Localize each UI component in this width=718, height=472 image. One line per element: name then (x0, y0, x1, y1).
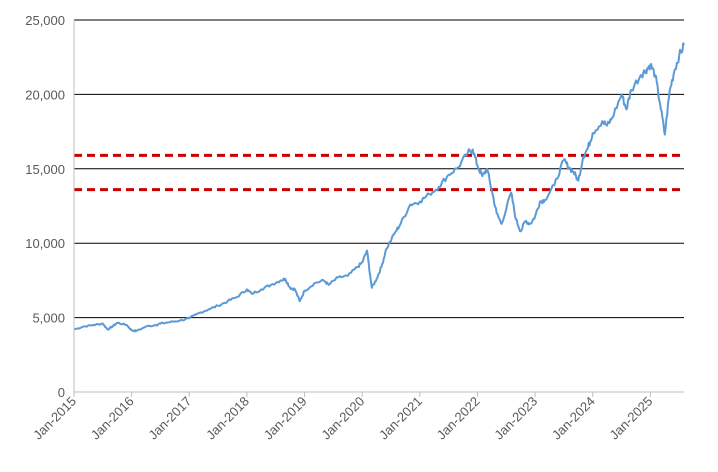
x-tick-label: Jan-2017 (145, 394, 194, 443)
x-tick-label: Jan-2016 (88, 394, 137, 443)
y-tick-label: 25,000 (25, 13, 65, 28)
y-tick-label: 20,000 (25, 87, 65, 102)
y-tick-label: 0 (58, 385, 65, 400)
series-layer (73, 42, 685, 333)
x-axis-tick-labels: Jan-2015 Jan-2016 Jan-2017 Jan-2018 Jan-2019… (30, 394, 655, 443)
x-tick-label: Jan-2021 (376, 394, 425, 443)
y-tick-label: 5,000 (32, 311, 65, 326)
y-axis-tick-labels: 0 5,000 10,000 15,000 20,000 25,000 (25, 13, 65, 400)
x-tick-label: Jan-2015 (30, 394, 79, 443)
x-tick-label: Jan-2024 (549, 394, 598, 443)
x-tick-label: Jan-2022 (434, 394, 483, 443)
x-tick-label: Jan-2023 (491, 394, 540, 443)
x-tick-label: Jan-2018 (203, 394, 252, 443)
series-line (73, 42, 685, 333)
axes (73, 20, 684, 397)
x-tick-label: Jan-2019 (261, 394, 310, 443)
x-tick-label: Jan-2025 (607, 394, 656, 443)
y-tick-label: 15,000 (25, 162, 65, 177)
y-tick-label: 10,000 (25, 236, 65, 251)
gridlines (74, 19, 684, 319)
x-tick-label: Jan-2020 (318, 394, 367, 443)
reference-lines (74, 153, 684, 192)
